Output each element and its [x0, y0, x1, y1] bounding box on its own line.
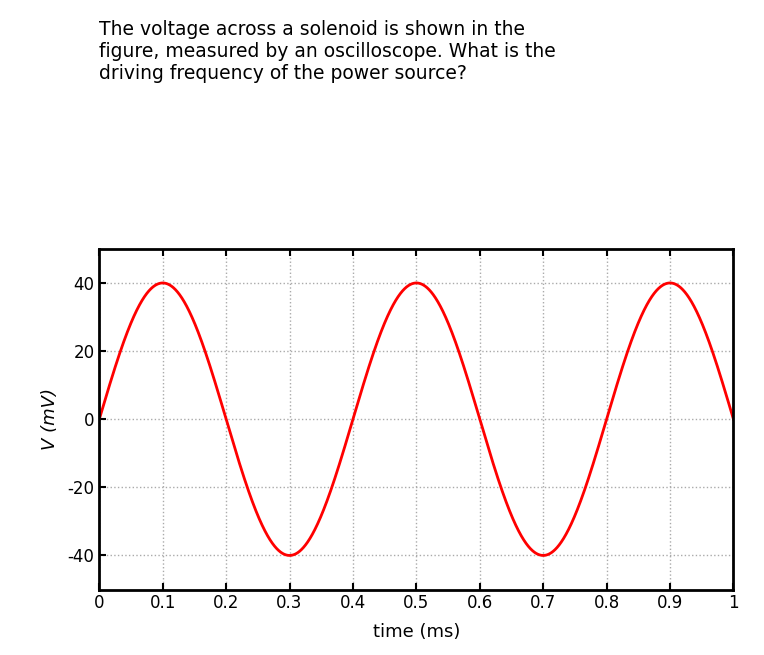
Text: The voltage across a solenoid is shown in the
figure, measured by an oscilloscop: The voltage across a solenoid is shown i…	[99, 20, 556, 83]
Y-axis label: V (mV): V (mV)	[41, 388, 59, 450]
X-axis label: time (ms): time (ms)	[373, 624, 460, 641]
